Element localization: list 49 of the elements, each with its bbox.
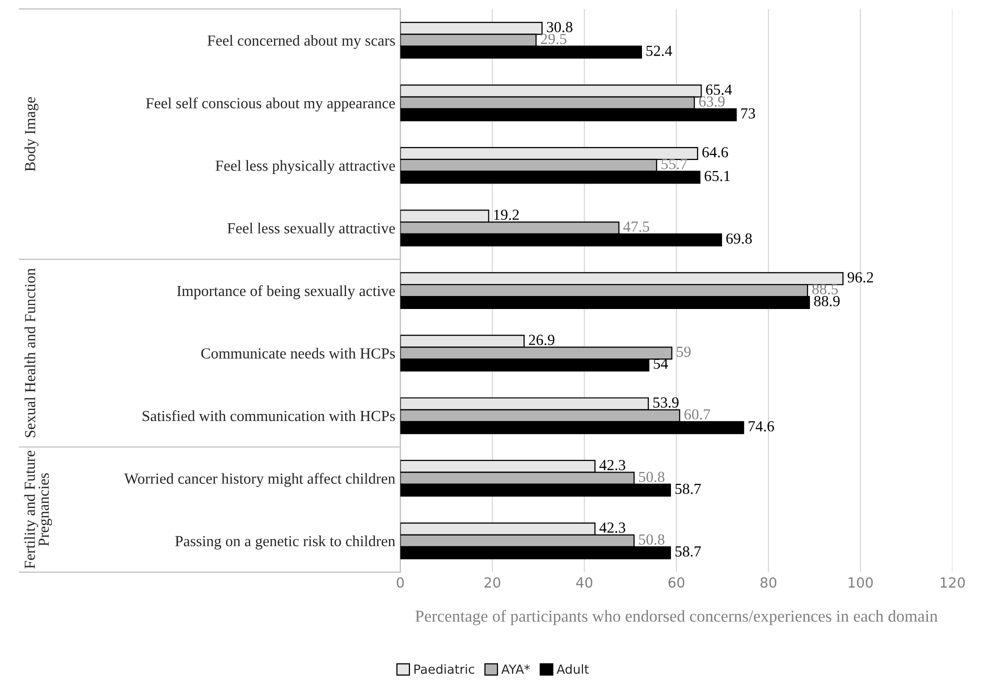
data-label: 88.9 (814, 296, 840, 306)
text: Fertility and Future Pregnancies (24, 450, 52, 569)
y-tick-label: Communicate needs with HCPs (201, 348, 395, 359)
data-label: 96.2 (848, 272, 874, 283)
data-label: 29.5 (540, 34, 566, 44)
data-label: 50.8 (639, 472, 664, 482)
data-label: 19.2 (494, 210, 519, 220)
data-label: 65.4 (706, 84, 732, 95)
x-axis-title: Percentage of participants who endorsed concerns/experiences in each domain (415, 610, 938, 626)
data-label: 42.3 (599, 460, 626, 470)
y-tick-label: Feel self conscious about my appearance (146, 97, 395, 112)
x-tick-label: 100 (848, 577, 873, 588)
text: Sexual Health and Function (24, 268, 36, 438)
data-label: 59 (676, 346, 691, 357)
x-tick-label: 0 (396, 577, 404, 588)
data-label: 53.9 (653, 397, 679, 408)
y-tick-label: Satisfied with communication with HCPs (142, 410, 395, 422)
x-tick-label: 80 (760, 577, 776, 588)
legend-label: Paediatric (414, 664, 474, 674)
data-label: 88.5 (812, 284, 838, 294)
text: Body Image (24, 97, 38, 172)
y-tick-label: Worried cancer history might affect children (124, 472, 396, 487)
x-tick-label: 120 (940, 577, 965, 588)
data-label: 50.8 (639, 534, 664, 545)
data-label: 42.3 (599, 522, 626, 533)
x-tick-label: 40 (576, 577, 592, 588)
data-label: 58.7 (675, 546, 701, 557)
data-label: 65.1 (704, 170, 730, 182)
legend-label: Adult (556, 664, 589, 674)
x-tick-label: 60 (668, 577, 684, 588)
x-tick-label: 20 (484, 577, 500, 588)
data-label: 55.7 (662, 159, 688, 170)
y-tick-label: Passing on a genetic risk to children (175, 536, 396, 550)
data-label: 69.8 (726, 233, 752, 244)
y-tick-label: Feel less physically attractive (216, 160, 395, 174)
data-label: 60.7 (684, 409, 710, 420)
data-label: 47.5 (623, 222, 650, 232)
data-label: 26.9 (528, 334, 554, 346)
data-label: 73 (741, 108, 756, 119)
data-label: 63.9 (699, 96, 725, 107)
data-label: 30.8 (546, 22, 572, 32)
y-tick-label: Importance of being sexually active (177, 285, 395, 300)
legend-label: AYA* (501, 664, 530, 674)
y-tick-label: Feel less sexually attractive (227, 222, 395, 237)
data-label: 64.6 (702, 147, 728, 158)
data-label: 52.4 (646, 46, 672, 56)
data-label: 58.7 (675, 484, 701, 494)
y-tick-label: Feel concerned about my scars (208, 34, 395, 49)
data-label: 74.6 (748, 421, 774, 432)
